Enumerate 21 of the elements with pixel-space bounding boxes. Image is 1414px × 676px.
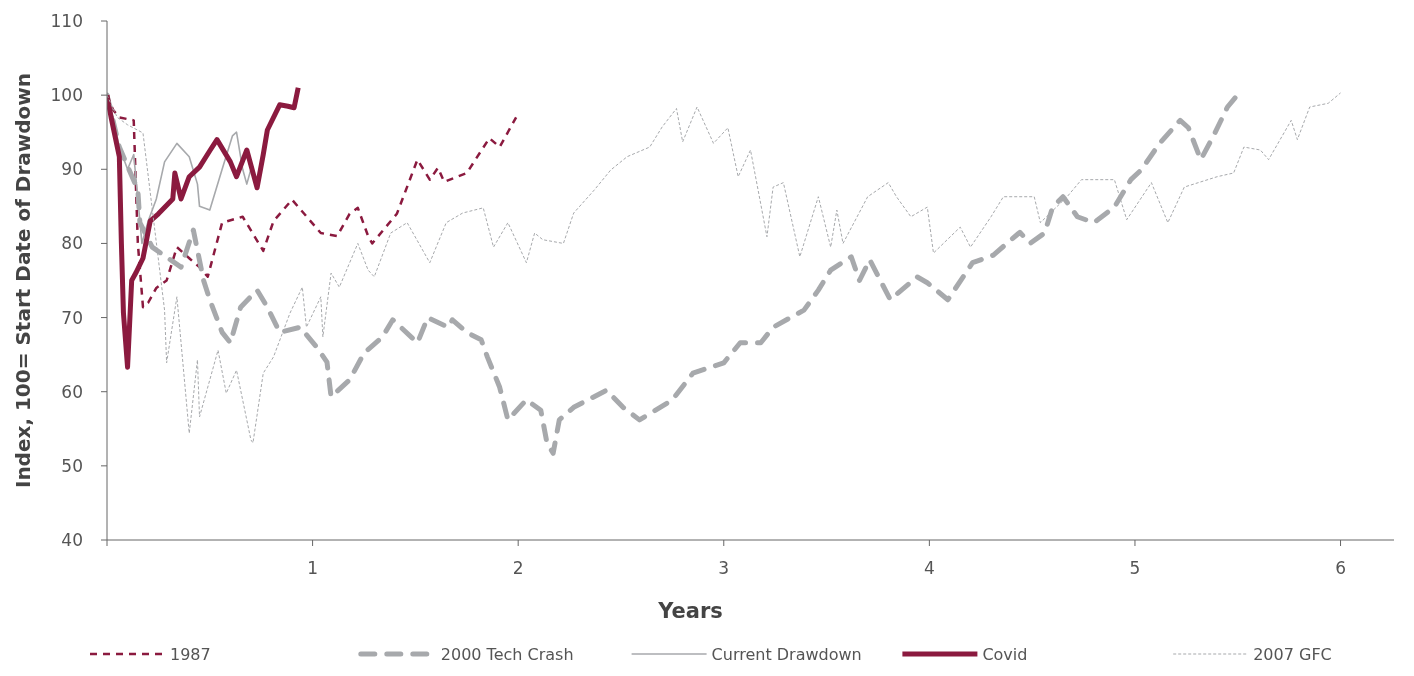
x-tick-label: 1: [307, 558, 319, 578]
y-tick-label: 80: [61, 233, 83, 254]
y-tick-label: 100: [50, 85, 83, 106]
x-tick-label: 4: [923, 558, 935, 578]
legend-label: Covid: [982, 644, 1028, 664]
x-tick-label: 6: [1335, 558, 1346, 578]
y-tick-label: 60: [61, 381, 83, 402]
y-tick-label: 90: [61, 159, 83, 180]
y-tick-label: 40: [61, 529, 83, 550]
y-tick-label: 50: [61, 455, 83, 476]
y-axis-title: Index, 100= Start Date of Drawdown: [11, 72, 35, 489]
y-tick-label: 70: [61, 307, 83, 328]
x-tick-label: 3: [718, 558, 730, 578]
legend-label: 1987: [170, 644, 211, 664]
x-axis-title: Years: [657, 599, 723, 623]
x-tick-label: 2: [512, 558, 524, 578]
legend-label: 2000 Tech Crash: [440, 644, 574, 664]
legend-label: Current Drawdown: [711, 644, 862, 664]
y-tick-label: 110: [50, 10, 83, 31]
x-tick-label: 5: [1129, 558, 1141, 578]
legend-label: 2007 GFC: [1253, 644, 1332, 664]
